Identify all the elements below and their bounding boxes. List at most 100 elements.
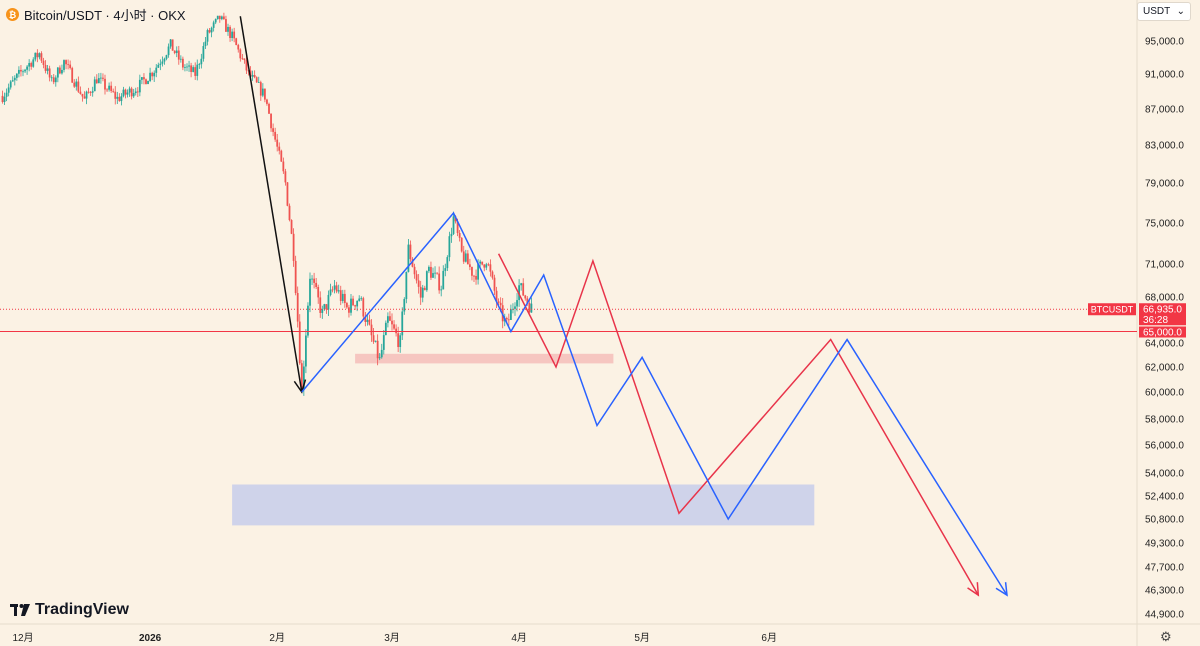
- black-arrow: [239, 16, 303, 393]
- tradingview-logo[interactable]: TradingView: [10, 601, 129, 619]
- candle-body: [218, 15, 221, 20]
- candle-body: [473, 275, 475, 277]
- candle-body: [395, 328, 397, 334]
- y-tick-label: 64,000.0: [1145, 339, 1184, 350]
- candle-body: [266, 99, 268, 104]
- candle-body: [182, 58, 184, 68]
- candle-body: [143, 77, 145, 80]
- candle-body: [397, 333, 400, 348]
- candle-body: [112, 90, 115, 92]
- candle-body: [237, 45, 240, 50]
- y-tick-label: 49,300.0: [1145, 539, 1184, 550]
- candle-body: [348, 307, 350, 313]
- candle-body: [522, 283, 525, 296]
- candle-body: [149, 72, 151, 81]
- candle-body: [505, 318, 508, 320]
- candle-body: [239, 49, 242, 59]
- candle-body: [15, 73, 18, 78]
- candle-body: [456, 221, 459, 233]
- candle-body: [307, 305, 309, 336]
- tradingview-icon: [10, 604, 30, 616]
- blue-path-head: [995, 582, 1008, 597]
- candle-body: [448, 236, 451, 258]
- candle-body: [393, 324, 395, 329]
- candle-body: [1, 95, 4, 102]
- candle-body: [391, 320, 393, 325]
- candle-body: [147, 80, 149, 85]
- candle-body: [370, 324, 373, 336]
- candle-body: [171, 39, 174, 51]
- red-path-head: [967, 582, 980, 597]
- candle-body: [530, 303, 533, 313]
- y-tick-label: 62,000.0: [1145, 363, 1184, 374]
- candle-body: [401, 311, 404, 336]
- candle-body: [223, 16, 225, 20]
- candle-body: [188, 65, 190, 67]
- candle-body: [272, 128, 274, 132]
- candle-body: [163, 58, 166, 62]
- candle-body: [438, 273, 441, 291]
- candle-body: [44, 64, 47, 71]
- candle-body: [423, 287, 426, 291]
- y-tick-label: 91,000.0: [1145, 70, 1184, 81]
- candle-body: [305, 335, 307, 367]
- candle-body: [323, 304, 326, 310]
- candle-body: [493, 277, 496, 291]
- candle-body: [108, 85, 110, 90]
- candle-body: [428, 266, 430, 272]
- candle-body: [93, 79, 96, 92]
- candle-body: [151, 72, 154, 77]
- candle-body: [233, 31, 236, 39]
- y-tick-label: 58,000.0: [1145, 415, 1184, 426]
- candle-body: [337, 290, 340, 292]
- candle-body: [296, 293, 299, 322]
- candle-body: [346, 303, 348, 308]
- x-tick-label: 3月: [384, 632, 400, 644]
- chart-title[interactable]: Bitcoin/USDT · 4小时 · OKX: [24, 8, 186, 23]
- candle-body: [251, 74, 254, 77]
- candle-body: [52, 77, 55, 83]
- candle-body: [364, 316, 367, 322]
- candle-body: [206, 30, 209, 42]
- candle-body: [124, 89, 127, 95]
- candle-body: [22, 71, 24, 73]
- candle-body: [3, 96, 6, 102]
- candle-body: [475, 275, 477, 280]
- y-tick-label: 44,900.0: [1145, 610, 1184, 621]
- candle-body: [249, 70, 252, 77]
- candle-body: [18, 69, 20, 74]
- candle-body: [499, 302, 502, 306]
- y-tick-label: 83,000.0: [1145, 141, 1184, 152]
- candle-body: [40, 53, 43, 61]
- candle-body: [34, 52, 37, 60]
- currency-selector[interactable]: USDT ⌄: [1137, 2, 1191, 21]
- x-tick-label: 6月: [761, 632, 777, 644]
- y-tick-label: 75,000.0: [1145, 219, 1184, 230]
- gear-icon[interactable]: ⚙: [1160, 629, 1172, 644]
- y-tick-label: 46,300.0: [1145, 586, 1184, 597]
- candle-body: [350, 298, 352, 313]
- candle-body: [444, 268, 447, 271]
- candle-body: [50, 77, 53, 79]
- candle-body: [387, 316, 389, 323]
- candle-body: [329, 289, 332, 295]
- candle-body: [368, 319, 371, 325]
- candle-body: [7, 87, 10, 93]
- candle-body: [204, 41, 207, 47]
- candle-body: [389, 316, 391, 321]
- candle-body: [413, 266, 416, 275]
- candle-body: [284, 171, 287, 183]
- candle-body: [169, 39, 172, 47]
- candle-body: [315, 282, 318, 288]
- candle-body: [411, 259, 414, 267]
- candle-body: [198, 64, 201, 65]
- y-tick-label: 87,000.0: [1145, 105, 1184, 116]
- candle-body: [300, 363, 303, 390]
- candle-body: [399, 335, 402, 348]
- candle-body: [97, 78, 100, 84]
- candle-body: [419, 286, 422, 298]
- candle-body: [409, 244, 412, 260]
- candle-body: [421, 287, 424, 298]
- candle-body: [497, 301, 500, 303]
